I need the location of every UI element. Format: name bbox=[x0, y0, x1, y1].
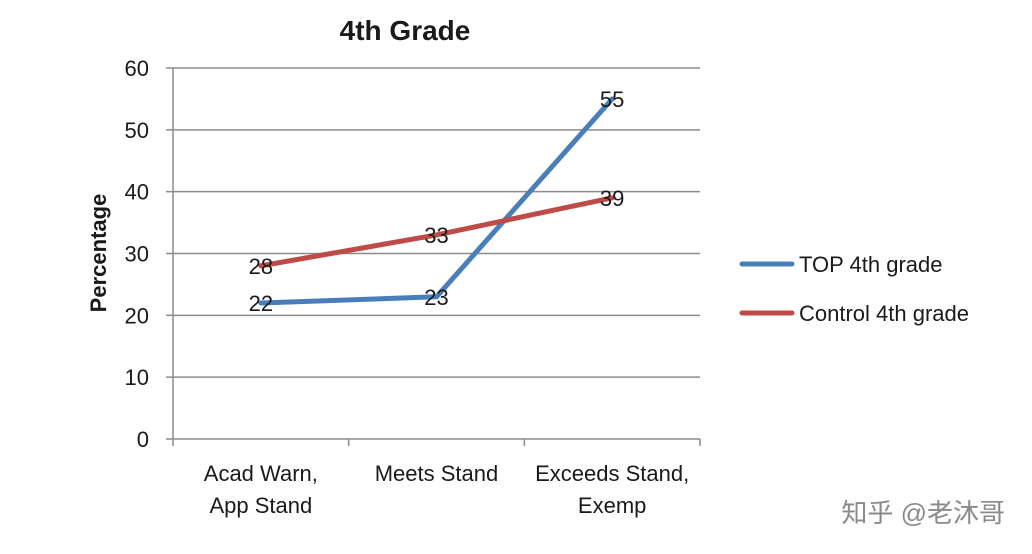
series-line bbox=[258, 96, 615, 306]
x-tick-label: Acad Warn, App Stand bbox=[204, 461, 318, 518]
y-tick-label: 40 bbox=[125, 180, 149, 205]
y-axis-ticks: 0 10 20 30 40 50 60 bbox=[125, 56, 149, 452]
series-line bbox=[258, 195, 615, 269]
y-tick-label: 10 bbox=[125, 365, 149, 390]
x-tick-label: Meets Stand bbox=[375, 461, 499, 486]
watermark-text: 知乎 @老沐哥 bbox=[841, 498, 1005, 528]
data-label: 33 bbox=[424, 223, 448, 248]
x-tick-label: Exceeds Stand, Exemp bbox=[535, 461, 689, 518]
data-label: 55 bbox=[600, 87, 624, 112]
series-lines bbox=[258, 96, 615, 306]
y-tick-label: 60 bbox=[125, 56, 149, 81]
data-labels: 22 23 55 28 33 39 bbox=[249, 87, 625, 316]
legend-label: Control 4th grade bbox=[799, 301, 969, 326]
y-tick-label: 0 bbox=[137, 427, 149, 452]
data-label: 22 bbox=[249, 291, 273, 316]
y-axis-label: Percentage bbox=[86, 194, 111, 313]
legend-label: TOP 4th grade bbox=[799, 252, 943, 277]
y-tick-label: 30 bbox=[125, 242, 149, 267]
data-label: 23 bbox=[424, 285, 448, 310]
gridlines bbox=[166, 67, 700, 440]
x-axis-ticks: Acad Warn, App Stand Meets Stand Exceeds St… bbox=[172, 439, 701, 518]
legend: TOP 4th grade Control 4th grade bbox=[739, 252, 969, 326]
data-label: 28 bbox=[249, 254, 273, 279]
chart-title: 4th Grade bbox=[340, 15, 471, 46]
y-tick-label: 50 bbox=[125, 118, 149, 143]
y-tick-label: 20 bbox=[125, 303, 149, 328]
data-label: 39 bbox=[600, 186, 624, 211]
